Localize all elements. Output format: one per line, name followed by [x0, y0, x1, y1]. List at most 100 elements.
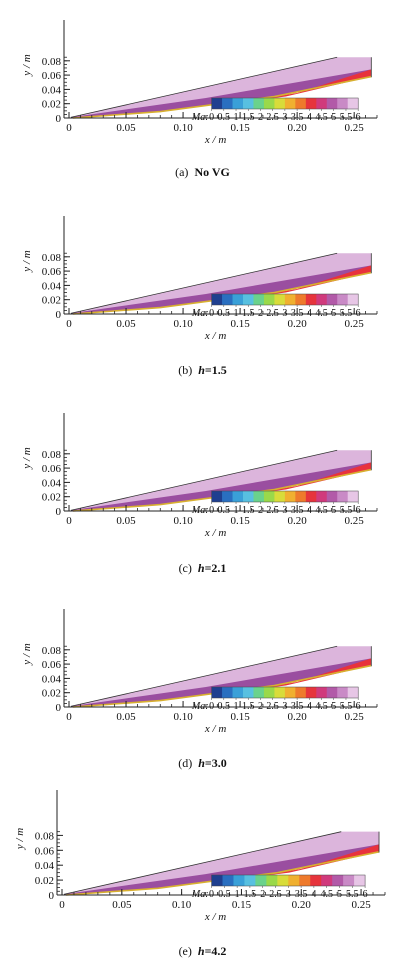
y-tick-label: 0.02: [35, 875, 54, 887]
colorbar-swatch: [222, 491, 233, 502]
colorbar-swatch: [243, 294, 254, 305]
compression-layer: [71, 658, 372, 707]
colorbar-tick-label: 5: [337, 889, 342, 900]
colorbar-tick-label: 2: [258, 701, 263, 712]
colorbar-tick-label: 5.5: [340, 112, 353, 123]
caption-b-prefix: (b): [178, 363, 193, 377]
colorbar-symbol: Ma:: [191, 308, 209, 319]
colorbar-tick-label: 1: [234, 308, 239, 319]
x-tick-label: 0.25: [345, 515, 365, 527]
y-tick-label: 0.02: [42, 492, 61, 504]
x-tick-label: 0.15: [230, 515, 250, 527]
caption-c: (c) h=2.1: [0, 561, 405, 576]
x-tick-label: 0.25: [345, 318, 365, 330]
y-axis-label: y / m: [21, 54, 33, 76]
colorbar-swatch: [274, 687, 286, 698]
colorbar-swatch: [253, 687, 265, 698]
y-tick-label: 0: [49, 890, 55, 902]
colorbar-swatch: [255, 875, 267, 886]
colorbar-swatch: [232, 687, 244, 698]
colorbar-swatch: [305, 98, 317, 109]
colorbar-swatch: [284, 294, 296, 305]
x-tick-label: 0.05: [116, 711, 136, 723]
colorbar-tick-label: 2.5: [269, 889, 282, 900]
shock-line: [70, 449, 338, 511]
colorbar-tick-label: 3.5: [291, 701, 304, 712]
colorbar-swatch: [232, 98, 244, 109]
colorbar-tick-label: 5.5: [340, 308, 353, 319]
colorbar-tick-label: 1: [235, 889, 240, 900]
colorbar-swatch: [263, 294, 275, 305]
colorbar-tick-label: 2: [260, 889, 265, 900]
colorbar-tick-label: 5.5: [340, 701, 353, 712]
x-axis-label: x / m: [204, 527, 226, 539]
colorbar-tick-label: 3: [282, 505, 287, 516]
colorbar-swatch: [347, 294, 359, 305]
colorbar-swatch: [222, 294, 233, 305]
colorbar-swatch: [253, 491, 265, 502]
x-axis-label: x / m: [204, 723, 226, 735]
y-tick-label: 0.06: [42, 266, 62, 278]
compression-layer: [71, 69, 372, 118]
colorbar-swatch: [347, 687, 359, 698]
caption-c-value: 2.1: [211, 561, 227, 575]
x-tick-label: 0.20: [288, 711, 308, 723]
freestream-region: [64, 831, 380, 895]
x-tick-label: 0.20: [288, 318, 308, 330]
colorbar-tick-label: 2: [258, 308, 263, 319]
colorbar-tick-label: 1.5: [242, 308, 255, 319]
colorbar-tick-label: 4.5: [315, 701, 328, 712]
colorbar-tick-label: 4: [307, 112, 312, 123]
x-tick-label: 0: [66, 122, 72, 134]
y-tick-label: 0.02: [42, 688, 61, 700]
y-tick-label: 0.08: [42, 645, 62, 657]
colorbar-tick-label: 0.5: [218, 308, 231, 319]
caption-e-value: 4.2: [211, 944, 227, 958]
y-tick-label: 0.04: [42, 280, 62, 292]
colorbar-swatch: [233, 875, 245, 886]
y-tick-label: 0: [56, 506, 62, 518]
colorbar-tick-label: 3: [282, 308, 287, 319]
colorbar-tick-label: 2.5: [266, 308, 279, 319]
colorbar-swatch: [211, 491, 223, 502]
colorbar-tick-label: 3: [282, 112, 287, 123]
colorbar-tick-label: 0: [209, 701, 214, 712]
colorbar-tick-label: 3.5: [291, 505, 304, 516]
x-axis-label: x / m: [204, 911, 226, 923]
colorbar-swatch: [288, 875, 300, 886]
freestream-region: [71, 646, 372, 707]
colorbar-swatch: [305, 294, 317, 305]
y-tick-label: 0.04: [42, 84, 62, 96]
shock-line: [70, 645, 338, 707]
colorbar-symbol: Ma:: [191, 505, 209, 516]
x-tick-label: 0.10: [172, 899, 192, 911]
shock-line: [63, 831, 342, 895]
caption-b-eq: =: [204, 363, 212, 377]
x-tick-label: 0.20: [292, 899, 312, 911]
x-tick-label: 0.05: [116, 318, 136, 330]
x-tick-label: 0.10: [173, 515, 193, 527]
colorbar-swatch: [305, 687, 317, 698]
caption-b-value: 1.5: [211, 363, 227, 377]
colorbar-tick-label: 5.5: [340, 505, 353, 516]
x-axis-label: x / m: [204, 330, 226, 342]
x-tick-label: 0: [66, 515, 72, 527]
colorbar-swatch: [253, 98, 265, 109]
panel-d: 0 0.05 0.10 0.15 0.20 0.25 0 0.02 0.04 0.06 0.08 x …: [21, 609, 378, 735]
colorbar-swatch: [284, 491, 296, 502]
caption-d-eq: =: [204, 756, 212, 770]
x-tick-label: 0.20: [288, 515, 308, 527]
caption-e-eq: =: [204, 944, 212, 958]
colorbar-swatch: [354, 875, 366, 886]
colorbar-swatch: [222, 875, 234, 886]
y-axis-label: y / m: [21, 643, 33, 665]
y-axis-label: y / m: [21, 447, 33, 469]
colorbar-swatch: [295, 98, 307, 109]
colorbar-swatch: [211, 687, 223, 698]
x-tick-label: 0.25: [345, 711, 365, 723]
colorbar-tick-label: 1.5: [242, 701, 255, 712]
caption-e: (e) h=4.2: [0, 944, 405, 959]
x-tick-label: 0.10: [173, 318, 193, 330]
colorbar-swatch: [316, 294, 328, 305]
colorbar-swatch: [295, 294, 307, 305]
